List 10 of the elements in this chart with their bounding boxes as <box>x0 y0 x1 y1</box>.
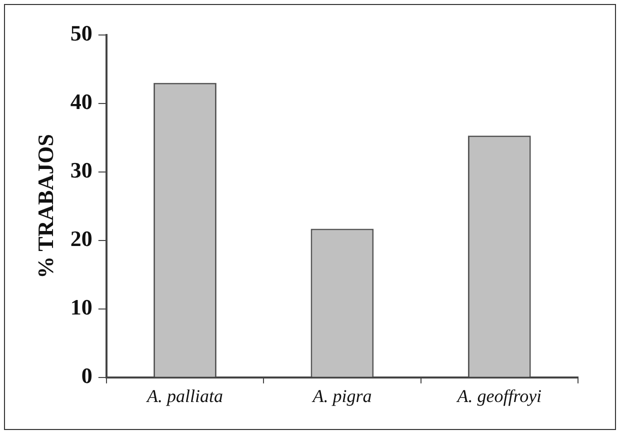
y-axis-title: % TRABAJOS <box>32 134 58 278</box>
y-tick-label: 50 <box>70 20 92 46</box>
y-tick-label: 40 <box>70 89 92 114</box>
x-tick-label: A. geoffroyi <box>456 386 542 406</box>
x-tick-label: A. pigra <box>312 386 372 406</box>
y-tick-label: 0 <box>81 363 92 388</box>
y-tick-label: 20 <box>70 226 92 252</box>
y-tick-label: 30 <box>70 158 92 183</box>
x-tick-label: A. palliata <box>146 386 223 406</box>
y-tick-label: 10 <box>70 294 92 320</box>
